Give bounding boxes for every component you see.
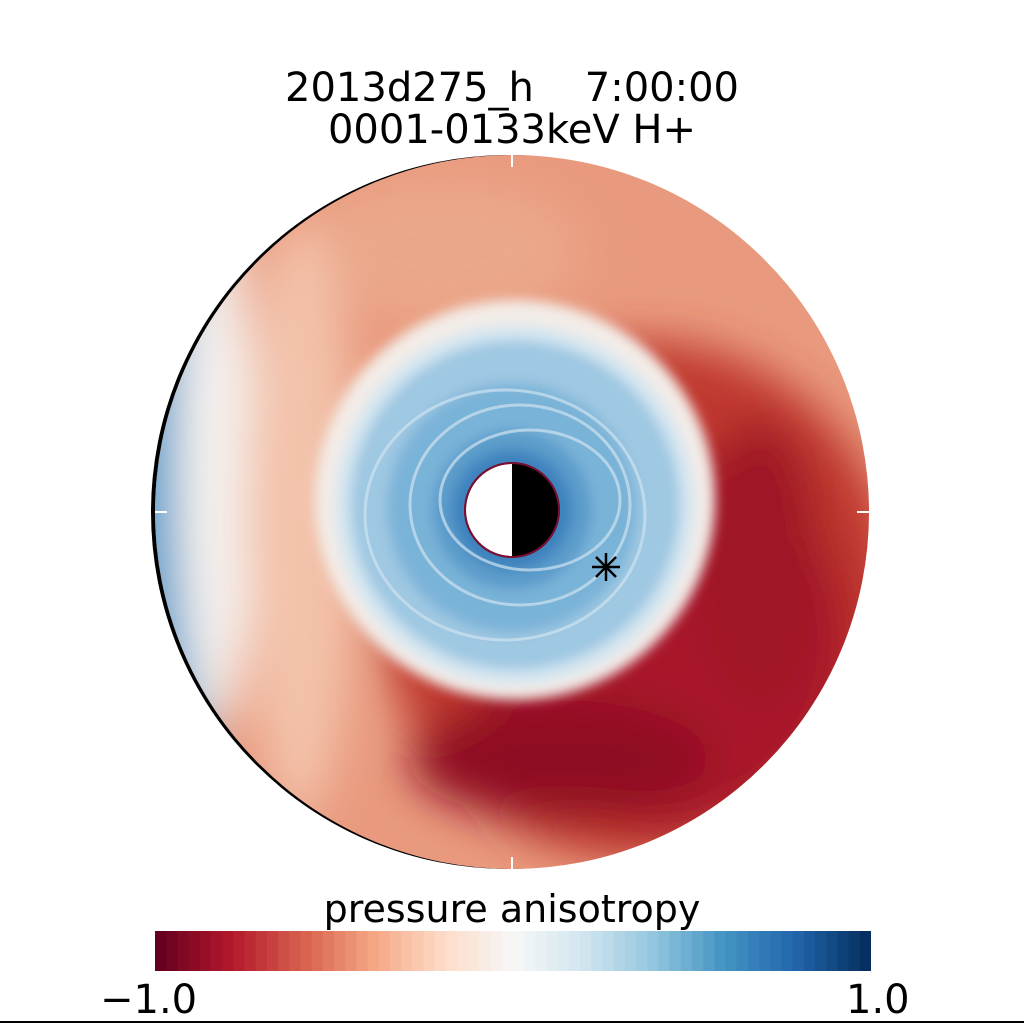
colorbar-step	[468, 931, 481, 971]
plot-title: 2013d275_h 7:00:00	[285, 65, 739, 111]
colorbar-step	[669, 931, 682, 971]
colorbar-step	[647, 931, 660, 971]
colorbar-title: pressure anisotropy	[323, 887, 701, 931]
colorbar-step	[434, 931, 447, 971]
colorbar-step	[334, 931, 346, 971]
disc	[155, 155, 869, 869]
colorbar-step	[166, 931, 178, 971]
colorbar-step	[792, 931, 805, 971]
colorbar-step	[322, 931, 335, 971]
asterisk-marker	[592, 553, 620, 581]
colorbar-step	[367, 931, 380, 971]
colorbar-step	[356, 931, 369, 971]
colorbar-step	[636, 931, 648, 971]
axis-ticks	[155, 155, 869, 869]
colorbar-step	[445, 931, 458, 971]
colorbar-step	[848, 931, 861, 971]
colorbar-step	[255, 931, 268, 971]
colorbar-step	[815, 931, 827, 971]
colorbar-step	[210, 931, 223, 971]
colorbar-step	[278, 931, 290, 971]
planet-icon	[464, 462, 560, 558]
colorbar-step	[524, 931, 536, 971]
colorbar-step	[457, 931, 469, 971]
colorbar-step	[345, 931, 357, 971]
colorbar-step	[535, 931, 548, 971]
colorbar-step	[692, 931, 704, 971]
colorbar-step	[747, 931, 760, 971]
colorbar-step	[557, 931, 570, 971]
colorbar-step	[188, 931, 201, 971]
colorbar-step	[501, 931, 514, 971]
colorbar	[155, 931, 871, 971]
colorbar-step	[266, 931, 279, 971]
colorbar-step	[490, 931, 503, 971]
colorbar-step	[389, 931, 402, 971]
colorbar-step	[378, 931, 391, 971]
colorbar-step	[199, 931, 212, 971]
colorbar-step	[602, 931, 615, 971]
colorbar-step	[177, 931, 190, 971]
colorbar-step	[300, 931, 313, 971]
colorbar-step	[725, 931, 738, 971]
colorbar-step	[222, 931, 234, 971]
colorbar-step	[401, 931, 413, 971]
colorbar-step	[837, 931, 850, 971]
colorbar-step	[479, 931, 492, 971]
colorbar-step	[781, 931, 794, 971]
bottom-rule	[0, 1021, 1024, 1023]
colorbar-step	[233, 931, 246, 971]
colorbar-step	[244, 931, 257, 971]
colorbar-step	[155, 931, 167, 971]
plot-subtitle: 0001-0133keV H+	[327, 107, 697, 153]
colorbar-step	[680, 931, 693, 971]
colorbar-min-label: −1.0	[100, 977, 198, 1023]
colorbar-step	[580, 931, 592, 971]
colorbar-step	[714, 931, 727, 971]
colorbar-step	[546, 931, 559, 971]
colorbar-step	[703, 931, 715, 971]
colorbar-step	[826, 931, 839, 971]
colorbar-step	[412, 931, 425, 971]
colorbar-step	[658, 931, 671, 971]
colorbar-step	[736, 931, 749, 971]
colorbar-step	[624, 931, 637, 971]
colorbar-step	[770, 931, 783, 971]
colorbar-step	[803, 931, 816, 971]
colorbar-step	[311, 931, 324, 971]
colorbar-step	[568, 931, 581, 971]
colorbar-step	[859, 931, 871, 971]
colorbar-step	[289, 931, 302, 971]
colorbar-step	[423, 931, 436, 971]
colorbar-step	[613, 931, 626, 971]
colorbar-step	[513, 931, 525, 971]
colorbar-step	[759, 931, 771, 971]
colorbar-step	[591, 931, 604, 971]
colorbar-max-label: 1.0	[846, 977, 910, 1023]
